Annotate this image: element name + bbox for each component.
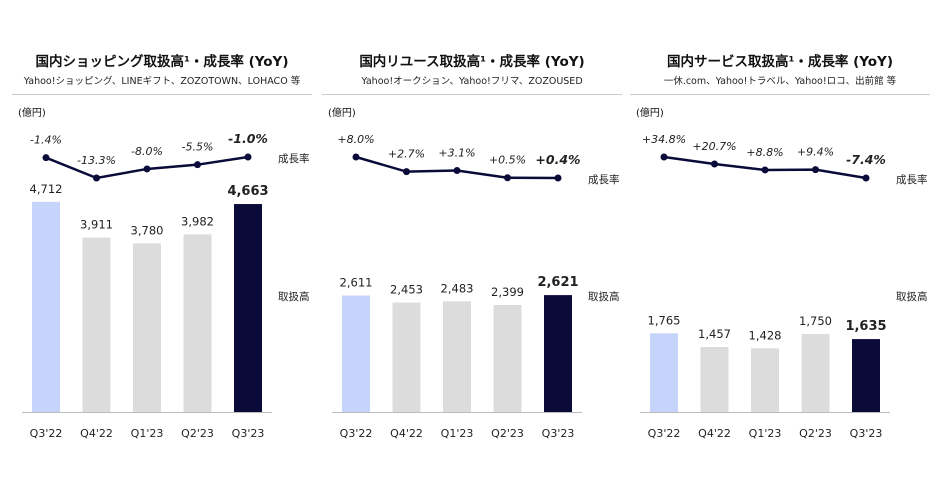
growth-rate-label: -7.4%: [846, 152, 886, 167]
chart-title: 国内ショッピング取扱高¹・成長率 (YoY): [35, 54, 289, 70]
bar: [234, 204, 262, 412]
bar-series-label: 取扱高: [588, 290, 620, 303]
chart-shopping: 4,712 Q3'22 3,911 Q4'22 3,780 Q1'23 3,982 Q2'23…: [22, 131, 310, 440]
title-divider: [630, 94, 930, 95]
bar-value-label: 3,911: [80, 218, 113, 232]
chart-subtitle: Yahoo!ショッピング、LINEギフト、ZOZOTOWN、LOHACO 等: [23, 76, 301, 87]
growth-point: [504, 174, 511, 182]
bar-value-label: 2,621: [537, 275, 578, 290]
growth-point: [862, 174, 870, 182]
bar: [133, 243, 161, 412]
growth-rate-label: -13.3%: [77, 154, 116, 167]
bar: [342, 295, 370, 412]
x-tick-label: Q4'22: [80, 427, 113, 440]
line-series-label: 成長率: [896, 173, 928, 186]
bar-value-label: 3,780: [131, 223, 164, 237]
growth-point: [660, 153, 668, 161]
x-tick-label: Q3'22: [648, 427, 681, 440]
title-divider: [322, 94, 622, 95]
x-tick-label: Q4'22: [698, 427, 731, 440]
growth-rate-label: +8.0%: [337, 133, 374, 146]
growth-point: [194, 161, 201, 169]
growth-point: [93, 174, 100, 182]
growth-point: [352, 153, 360, 161]
bar: [751, 348, 779, 412]
bar: [700, 347, 729, 412]
growth-point: [453, 167, 461, 175]
panel-reuse: 国内リユース取扱高¹・成長率 (YoY) Yahoo!オークション、Yahoo!…: [322, 0, 622, 492]
x-tick-label: Q1'23: [749, 427, 782, 440]
bar-value-label: 2,453: [390, 283, 423, 297]
bar: [392, 302, 421, 412]
panel-shopping: 国内ショッピング取扱高¹・成長率 (YoY) Yahoo!ショッピング、LINE…: [12, 0, 312, 492]
line-series-label: 成長率: [588, 173, 620, 186]
chart-services: 1,765 Q3'22 1,457 Q4'22 1,428 Q1'23 1,750 Q2'23…: [640, 133, 928, 440]
growth-point: [761, 166, 769, 174]
x-tick-label: Q2'23: [491, 427, 524, 440]
x-tick-label: Q1'23: [131, 427, 164, 440]
bar: [544, 295, 572, 412]
chart-reuse: 2,611 Q3'22 2,453 Q4'22 2,483 Q1'23 2,399 Q2'23…: [332, 133, 620, 440]
growth-rate-label: +2.7%: [388, 148, 425, 161]
bar: [183, 234, 212, 412]
growth-rate-label: +9.4%: [797, 146, 834, 159]
bar: [443, 301, 471, 412]
line-series-label: 成長率: [278, 152, 310, 165]
growth-point: [554, 174, 562, 182]
bar-value-label: 2,483: [441, 281, 474, 295]
unit-label: (億円): [636, 108, 664, 119]
x-tick-label: Q3'22: [30, 427, 63, 440]
chart-title: 国内リユース取扱高¹・成長率 (YoY): [359, 54, 585, 70]
x-tick-label: Q3'23: [232, 427, 265, 440]
x-tick-label: Q2'23: [181, 427, 214, 440]
bar-value-label: 1,750: [799, 314, 832, 328]
growth-rate-label: +0.4%: [535, 152, 580, 167]
x-tick-label: Q2'23: [799, 427, 832, 440]
growth-rate-label: -1.4%: [30, 134, 62, 147]
x-tick-label: Q3'23: [850, 427, 883, 440]
bar-value-label: 3,982: [181, 214, 214, 228]
bar-value-label: 2,611: [340, 276, 373, 290]
bar: [852, 339, 880, 412]
growth-rate-label: +8.8%: [746, 146, 783, 159]
chart-subtitle: Yahoo!オークション、Yahoo!フリマ、ZOZOUSED: [361, 76, 583, 87]
growth-rate-label: +34.8%: [642, 133, 686, 146]
chart-subtitle: 一休.com、Yahoo!トラベル、Yahoo!ロコ、出前館 等: [663, 76, 897, 87]
bar-series-label: 取扱高: [896, 290, 928, 303]
growth-point: [143, 165, 151, 173]
bar-value-label: 4,663: [227, 184, 268, 199]
growth-rate-label: -1.0%: [228, 131, 268, 146]
growth-point: [711, 160, 718, 168]
growth-rate-label: -5.5%: [182, 141, 214, 154]
panel-services: 国内サービス取扱高¹・成長率 (YoY) 一休.com、Yahoo!トラベル、Y…: [630, 0, 930, 492]
growth-point: [812, 166, 819, 174]
x-tick-label: Q3'22: [340, 427, 373, 440]
bar-value-label: 1,428: [749, 328, 782, 342]
growth-rate-label: +0.5%: [489, 154, 526, 167]
bar: [493, 305, 522, 412]
growth-rate-label: +20.7%: [692, 140, 736, 153]
bar-value-label: 1,457: [698, 327, 731, 341]
growth-rate-label: +3.1%: [438, 147, 475, 160]
bar: [32, 201, 60, 412]
chart-title: 国内サービス取扱高¹・成長率 (YoY): [666, 54, 894, 70]
growth-rate-label: -8.0%: [131, 145, 163, 158]
growth-point: [42, 154, 50, 162]
bar: [82, 237, 111, 412]
growth-point: [244, 153, 252, 161]
x-tick-label: Q3'23: [542, 427, 575, 440]
bar-value-label: 2,399: [491, 285, 524, 299]
bar-value-label: 4,712: [30, 182, 63, 196]
unit-label: (億円): [18, 108, 46, 119]
bar-series-label: 取扱高: [278, 290, 310, 303]
bar: [650, 333, 678, 412]
bar-value-label: 1,765: [648, 313, 681, 327]
title-divider: [12, 94, 312, 95]
x-tick-label: Q4'22: [390, 427, 423, 440]
bar-value-label: 1,635: [845, 319, 886, 334]
growth-point: [403, 168, 410, 176]
x-tick-label: Q1'23: [441, 427, 474, 440]
unit-label: (億円): [328, 108, 356, 119]
bar: [801, 333, 830, 412]
